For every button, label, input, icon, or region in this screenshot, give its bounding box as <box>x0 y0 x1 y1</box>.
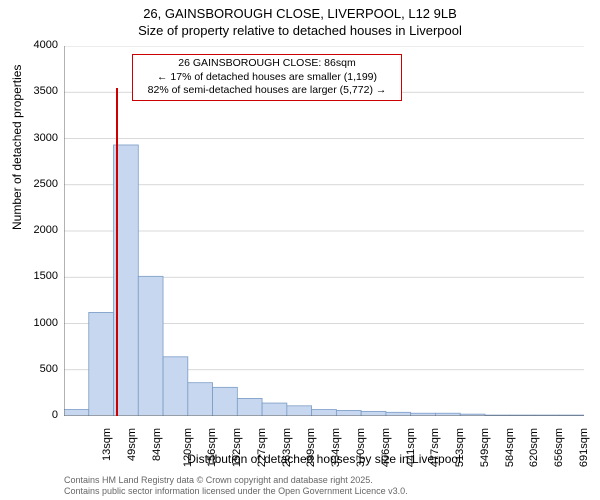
histogram-bar <box>287 406 312 416</box>
histogram-bar <box>188 383 213 416</box>
annotation-line1: 26 GAINSBOROUGH CLOSE: 86sqm <box>137 57 397 71</box>
y-tick-label: 3500 <box>18 85 58 97</box>
y-tick-label: 1000 <box>18 317 58 329</box>
property-marker-line <box>116 88 118 416</box>
annotation-line3: 82% of semi-detached houses are larger (… <box>137 84 397 98</box>
chart-title-sub: Size of property relative to detached ho… <box>0 23 600 40</box>
histogram-bar <box>89 312 114 416</box>
histogram-bar <box>163 357 188 416</box>
chart-title-main: 26, GAINSBOROUGH CLOSE, LIVERPOOL, L12 9… <box>0 0 600 23</box>
histogram-bar <box>64 410 89 416</box>
histogram-bar <box>262 403 287 416</box>
chart-plot-area: 26 GAINSBOROUGH CLOSE: 86sqm ← 17% of de… <box>64 46 584 416</box>
histogram-bar <box>386 412 411 416</box>
footer-line1: Contains HM Land Registry data © Crown c… <box>64 475 408 486</box>
annotation-line2: ← 17% of detached houses are smaller (1,… <box>137 71 397 85</box>
footer-line2: Contains public sector information licen… <box>64 486 408 497</box>
histogram-bar <box>213 387 238 416</box>
y-tick-label: 0 <box>18 409 58 421</box>
y-tick-label: 500 <box>18 363 58 375</box>
footer-attribution: Contains HM Land Registry data © Crown c… <box>64 475 408 497</box>
histogram-bar <box>312 410 337 416</box>
histogram-bar <box>361 411 386 416</box>
histogram-bar <box>336 410 361 416</box>
histogram-bar <box>138 276 163 416</box>
histogram-bar <box>237 398 262 416</box>
y-tick-label: 2500 <box>18 178 58 190</box>
y-tick-label: 3000 <box>18 132 58 144</box>
annotation-box: 26 GAINSBOROUGH CLOSE: 86sqm ← 17% of de… <box>132 54 402 101</box>
y-tick-label: 4000 <box>18 39 58 51</box>
histogram-svg <box>64 46 584 416</box>
x-axis-label: Distribution of detached houses by size … <box>64 452 584 466</box>
y-tick-label: 2000 <box>18 224 58 236</box>
y-tick-label: 1500 <box>18 270 58 282</box>
